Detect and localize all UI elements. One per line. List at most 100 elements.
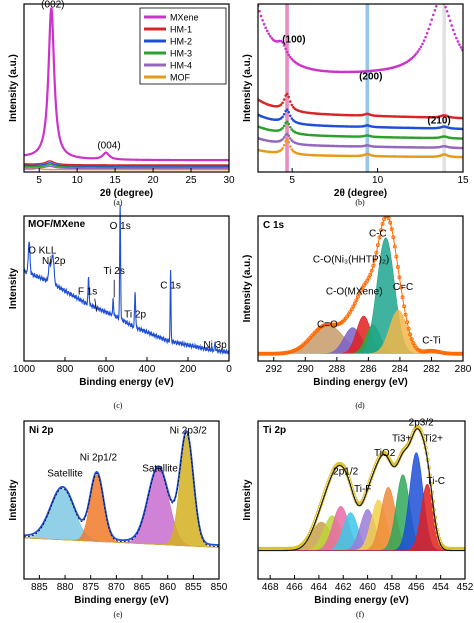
series-point-HM-1 [287, 95, 291, 99]
y-axis-label: Intensity (a.u.) [8, 54, 19, 122]
x-tick-label: 30 [223, 175, 235, 186]
series-point-MOF [284, 139, 287, 143]
series-point-MXene [285, 50, 289, 54]
panel-label: (a) [114, 198, 123, 207]
series-point-HM-3 [281, 126, 284, 130]
peak-annotation: (002) [41, 0, 64, 10]
peak-annotation: Satellite [47, 468, 83, 479]
peak-annotation: Ti 2p [124, 310, 146, 321]
panel-label: (d) [355, 401, 365, 410]
series-point-MXene [459, 46, 463, 49]
panel-d: 292 290 288 286 284 282 280 Binding energy (eV)… [242, 215, 472, 410]
raw-data-point [366, 276, 371, 280]
series-point-MXene [458, 43, 461, 46]
plot-frame [23, 3, 230, 173]
panel-label: (e) [114, 610, 123, 619]
series-line-HM-2 [24, 162, 229, 167]
series-point-MXene [451, 28, 455, 32]
x-tick-label: 288 [329, 364, 346, 375]
highlight-band [365, 4, 370, 172]
panel-c: 1000 800 600 400 200 0 Binding energy (eV) Inte… [8, 204, 232, 410]
x-tick-label: 462 [335, 582, 352, 593]
x-tick-label: 400 [139, 364, 156, 375]
peak-annotation: C-Ti [422, 336, 441, 347]
series-point-HM-4 [287, 134, 291, 138]
series-line-HM-3 [24, 163, 229, 168]
plot-frame [257, 215, 464, 362]
series-point-HM-1 [279, 103, 283, 106]
series-group [258, 0, 463, 172]
panel-f: 468 466 464 462 460 458 456 454 452 Binding energ… [242, 418, 474, 619]
series-point-MXene [430, 18, 434, 21]
fit-envelope [24, 430, 219, 546]
series-point-MOF [290, 148, 294, 151]
series-point-MXene [444, 5, 447, 9]
x-tick-label: 855 [185, 582, 202, 593]
x-tick-label: 464 [311, 582, 328, 593]
series-point-HM-3 [285, 120, 289, 124]
series-point-MOF [279, 148, 283, 152]
y-axis-label: Intensity [8, 268, 19, 310]
peak-annotation: C 1s [160, 281, 181, 292]
series-point-MXene [288, 55, 292, 59]
peak-annotation: Ti3+ [392, 434, 412, 445]
annotation-arrow [94, 298, 98, 312]
series-point-MXene [438, 0, 441, 3]
panel-title: Ni 2p [29, 425, 53, 436]
peak-annotation: C=O [317, 320, 338, 331]
x-tick-label: 885 [31, 582, 48, 593]
raw-data-point [368, 272, 373, 277]
series-point-MXene [265, 29, 269, 33]
x-tick-label: 850 [211, 582, 228, 593]
series-point-MXene [258, 9, 261, 13]
series-point-MXene [413, 54, 417, 57]
raw-data-point [355, 294, 360, 299]
series-point-MXene [264, 26, 267, 30]
series-point-MXene [440, 0, 443, 2]
series-line-MOF [24, 167, 229, 171]
series-point-MXene [450, 24, 454, 27]
peak-annotation: (200) [359, 72, 382, 83]
raw-data-line [24, 432, 219, 547]
peak-annotation: Ti 2s [104, 266, 125, 277]
series-point-MXene [287, 53, 291, 57]
series-line-HM-4 [24, 165, 229, 170]
legend-label: HM-4 [170, 61, 192, 71]
series-point-MOF [288, 145, 292, 148]
x-tick-label: 0 [226, 364, 232, 375]
x-tick-label: 1000 [13, 364, 36, 375]
highlight-band [285, 4, 289, 172]
series-point-MXene [284, 47, 287, 51]
series-point-MXene [281, 41, 284, 44]
series-line-MXene [24, 7, 229, 162]
peak-annotation: (210) [427, 115, 450, 126]
x-axis-label: Binding energy (eV) [74, 595, 168, 606]
series-point-MXene [456, 40, 460, 43]
x-tick-label: 5 [289, 175, 295, 186]
raw-data-point [351, 304, 356, 309]
plot-frame [257, 420, 466, 580]
series-point-MXene [424, 35, 427, 39]
x-tick-label: 800 [57, 364, 74, 375]
series-point-MXene [453, 32, 457, 36]
fit-envelope [258, 216, 463, 355]
peak-annotation: Ti-C [427, 476, 446, 487]
legend-box [139, 7, 227, 85]
peak-annotation: Ni 3p [203, 340, 227, 351]
series-point-MXene [425, 31, 429, 35]
series-point-MXene [455, 36, 458, 40]
x-tick-label: 600 [98, 364, 115, 375]
x-tick-label: 15 [110, 175, 122, 186]
series-point-MXene [259, 14, 263, 18]
series-point-HM-2 [288, 114, 292, 118]
panel-a: 5 10 15 20 25 30 2θ (degree) Intensity (a.u.) (a… [8, 0, 235, 207]
x-tick-label: 286 [360, 364, 377, 375]
components-group [258, 425, 465, 552]
plot-frame [23, 420, 220, 580]
peak-annotation: C-C [369, 228, 387, 239]
x-tick-label: 875 [82, 582, 99, 593]
x-tick-label: 20 [148, 175, 160, 186]
series-point-MXene [447, 14, 450, 18]
